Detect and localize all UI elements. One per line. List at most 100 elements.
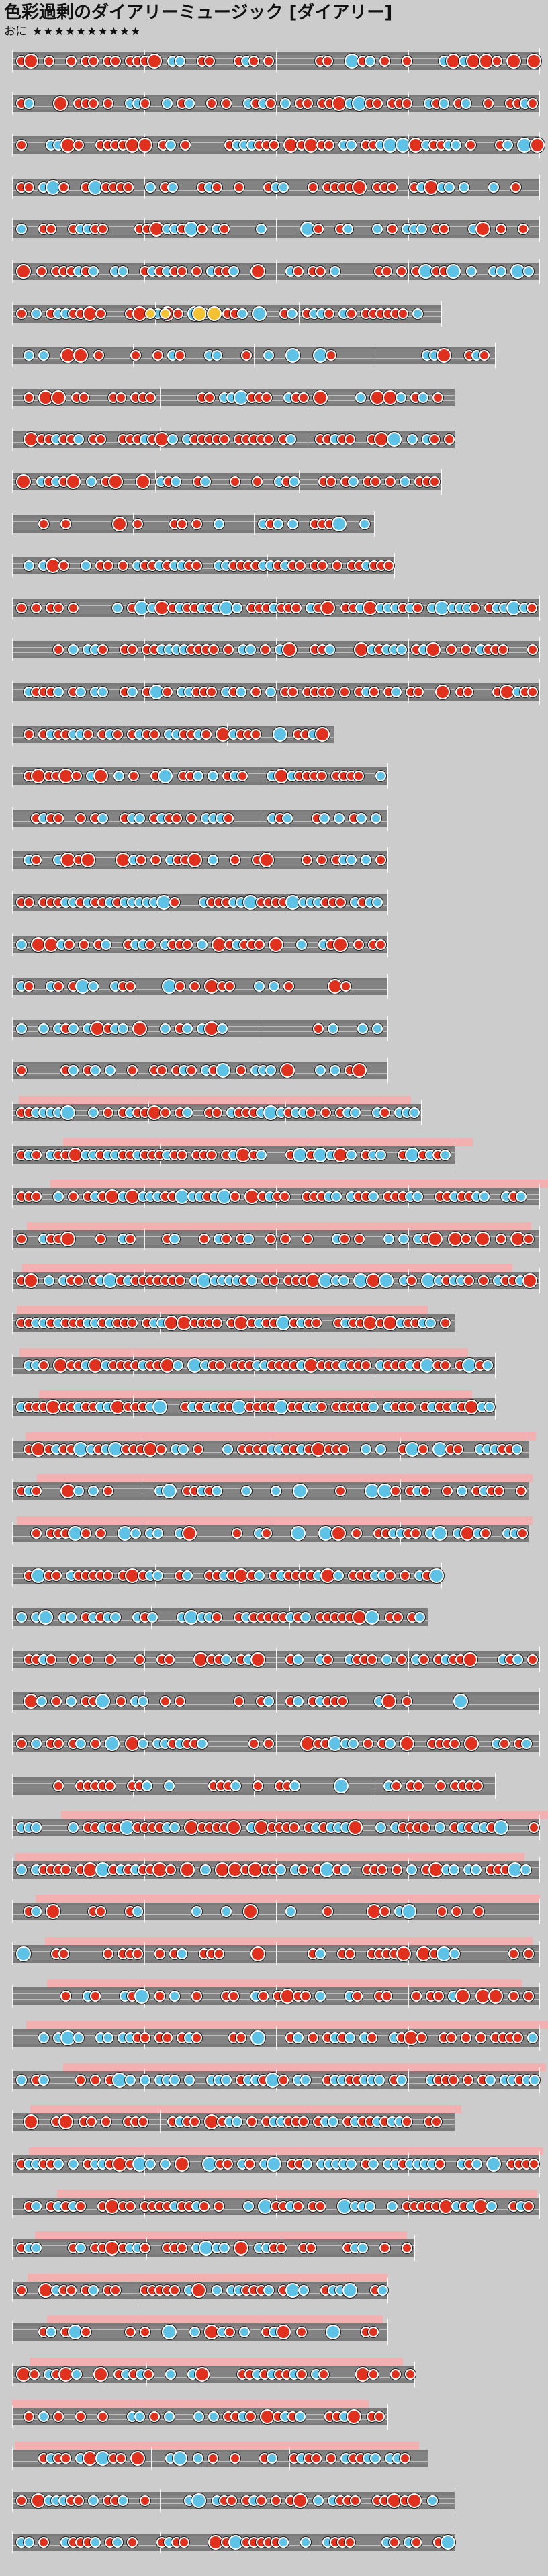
chart-row [12, 259, 540, 284]
don-note [88, 56, 99, 67]
gogo-band [57, 2189, 537, 2198]
ka-note [232, 602, 242, 613]
lane-line [12, 568, 395, 570]
don-note [269, 937, 283, 952]
don-note [147, 54, 162, 69]
don-note [527, 687, 538, 697]
chart-row [12, 2315, 388, 2346]
row-end-line [387, 890, 388, 915]
don-note [66, 2284, 77, 2296]
ka-note [332, 516, 347, 531]
don-note [160, 1107, 171, 1118]
don-note [400, 1570, 410, 1581]
don-note [250, 1946, 265, 1961]
don-note [463, 1651, 477, 1667]
don-note [180, 140, 191, 151]
ka-note [440, 1149, 451, 1160]
don-note [136, 474, 150, 489]
ka-note [24, 560, 34, 572]
don-note [293, 266, 304, 277]
ka-note [377, 2284, 388, 2296]
ka-note [396, 2074, 407, 2086]
don-note [429, 476, 440, 487]
ka-note [330, 266, 340, 277]
don-note [333, 937, 348, 952]
ka-note [328, 1023, 338, 1034]
don-note [523, 2200, 534, 2212]
don-note [140, 97, 150, 109]
ka-note [496, 266, 506, 277]
measure-line [12, 2026, 13, 2050]
ka-note [164, 2411, 175, 2422]
don-note [58, 181, 69, 193]
ka-note [101, 939, 111, 950]
ka-note [212, 350, 222, 361]
don-note [383, 560, 394, 572]
don-note [16, 2495, 27, 2506]
don-note [405, 2369, 416, 2380]
don-note [134, 1654, 145, 1665]
measure-line [276, 218, 277, 241]
don-note [58, 1948, 69, 1959]
don-note [379, 1107, 390, 1118]
ka-note [169, 2074, 180, 2086]
don-note [363, 1738, 373, 1749]
don-note [439, 224, 449, 235]
measure-line [12, 91, 13, 115]
gogo-band [12, 2399, 369, 2408]
ka-note [171, 476, 181, 487]
don-note [287, 687, 298, 697]
don-note [315, 726, 330, 742]
row-end-line [539, 1184, 540, 1210]
don-note [241, 350, 252, 361]
don-note [461, 644, 471, 656]
ka-note [165, 2369, 176, 2380]
gogo-band [15, 1852, 524, 1861]
chart-row [12, 1348, 496, 1378]
measure-line [276, 2026, 277, 2050]
ka-note [265, 687, 276, 697]
don-note [480, 1528, 491, 1539]
chart-row [12, 1432, 536, 1462]
gogo-band [19, 1096, 411, 1104]
don-note [127, 1318, 138, 1328]
chart-row [12, 2063, 546, 2093]
don-note [24, 54, 38, 69]
ka-note [230, 1780, 241, 1791]
don-note [97, 224, 108, 235]
ka-note [486, 2157, 501, 2172]
measure-line [12, 1732, 13, 1755]
ka-note [400, 476, 410, 487]
don-note [53, 812, 64, 824]
ka-note [488, 181, 499, 193]
ka-note [291, 1526, 306, 1541]
don-note [295, 560, 306, 572]
don-note [326, 350, 336, 361]
lane-line [12, 484, 442, 485]
don-note [53, 1738, 64, 1749]
ka-note [208, 771, 218, 782]
chart-row [12, 2487, 455, 2514]
ka-note [418, 392, 428, 403]
don-note [29, 2369, 40, 2380]
gogo-band [35, 2231, 407, 2240]
don-note [60, 518, 71, 529]
row-end-line [539, 637, 540, 663]
measure-line [276, 260, 277, 283]
don-note [60, 1864, 71, 1875]
measure-line [276, 1227, 277, 1250]
don-note [446, 644, 457, 656]
don-note [280, 1233, 291, 1244]
don-note [108, 474, 123, 489]
ka-note [278, 181, 289, 193]
ka-note [254, 1570, 265, 1581]
ka-note [383, 1233, 394, 1244]
don-note [204, 392, 215, 403]
don-note [370, 476, 381, 487]
ka-note [160, 1023, 171, 1034]
ka-note [200, 1864, 211, 1875]
gogo-band [36, 1895, 540, 1903]
ka-note [396, 392, 406, 403]
gogo-band [19, 1348, 468, 1357]
